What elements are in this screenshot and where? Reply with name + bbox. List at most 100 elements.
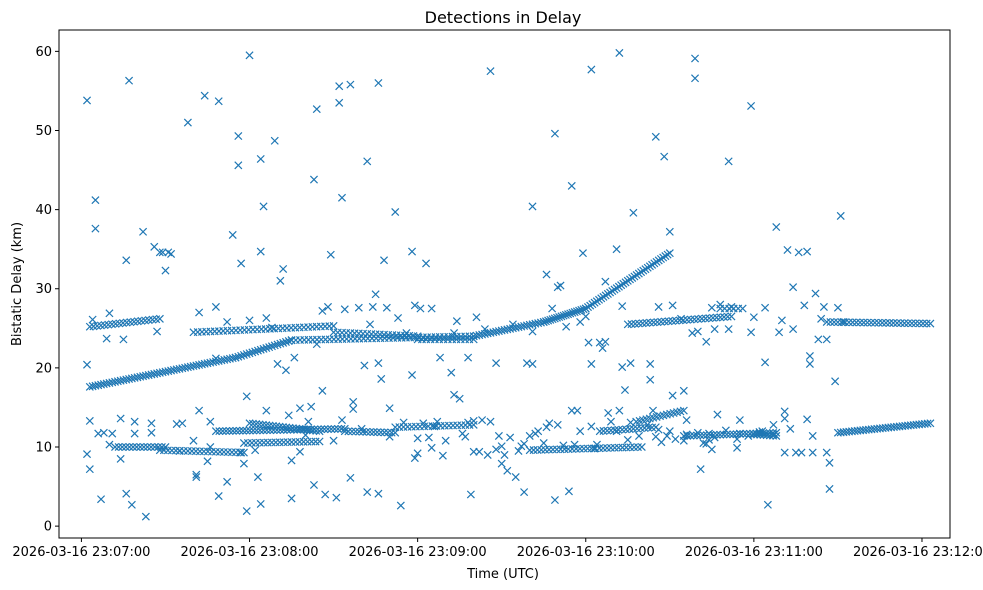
- detection-point: [722, 430, 731, 439]
- detection-point: [200, 91, 209, 100]
- detection-point: [900, 319, 909, 328]
- detection-point: [307, 402, 316, 411]
- detection-point: [732, 430, 741, 439]
- detection-point: [817, 314, 826, 323]
- detection-point: [646, 359, 655, 368]
- detection-point: [696, 465, 705, 474]
- detection-point: [811, 289, 820, 298]
- detection-point: [258, 420, 267, 429]
- detection-point: [629, 208, 638, 217]
- detection-point: [374, 489, 383, 498]
- detection-point: [380, 428, 389, 437]
- detection-point: [267, 342, 276, 351]
- detection-point: [344, 427, 353, 436]
- detection-point: [245, 349, 254, 358]
- detection-point: [911, 319, 920, 328]
- detection-point: [272, 422, 281, 431]
- detection-point: [461, 432, 470, 441]
- detection-point: [555, 313, 564, 322]
- detection-point: [805, 359, 814, 368]
- detection-point: [926, 419, 935, 428]
- detection-point: [222, 426, 231, 436]
- detection-point: [803, 247, 812, 256]
- detection-point: [775, 328, 784, 337]
- detection-point: [332, 493, 341, 502]
- detection-point: [699, 439, 708, 448]
- detection-point: [206, 417, 215, 426]
- detection-point: [539, 317, 548, 327]
- detection-point: [455, 394, 464, 403]
- detection-point: [450, 390, 459, 399]
- detection-point: [228, 426, 237, 435]
- detection-point: [544, 316, 553, 325]
- detection-point: [284, 337, 293, 346]
- detection-point: [651, 132, 660, 141]
- detection-point: [436, 353, 445, 362]
- detection-point: [346, 473, 355, 482]
- detection-point: [416, 304, 425, 313]
- detection-point: [281, 366, 290, 375]
- detection-point: [634, 431, 644, 440]
- detection-point: [153, 327, 162, 336]
- detection-point: [598, 344, 607, 353]
- detection-point: [130, 429, 139, 438]
- detection-point: [383, 428, 393, 437]
- detection-point: [253, 473, 262, 482]
- x-tick-label: 2026-03-16 23:08:00: [180, 545, 318, 560]
- detection-point: [427, 304, 436, 313]
- detection-point: [195, 308, 204, 317]
- detection-point: [606, 417, 615, 426]
- detection-point: [492, 445, 501, 454]
- detection-point: [713, 410, 722, 419]
- detection-point: [545, 419, 554, 428]
- detection-point: [285, 423, 294, 432]
- detection-point: [548, 315, 557, 324]
- detection-point: [99, 428, 108, 437]
- detection-point: [323, 302, 333, 311]
- detection-point: [536, 318, 545, 327]
- detection-point: [562, 322, 571, 331]
- detection-point: [211, 427, 220, 436]
- detection-point: [295, 424, 304, 433]
- detection-point: [615, 406, 624, 415]
- detection-point: [761, 303, 770, 312]
- detection-point: [251, 446, 260, 455]
- detection-point: [214, 97, 223, 106]
- detection-point: [772, 431, 781, 440]
- detection-point: [330, 424, 339, 434]
- detection-point: [365, 427, 375, 436]
- detection-point: [648, 406, 658, 415]
- detection-point: [478, 416, 487, 425]
- detection-point: [889, 318, 898, 328]
- y-tick-label: 30: [35, 282, 52, 297]
- detection-point: [520, 488, 529, 497]
- detection-point: [256, 499, 265, 508]
- detection-point: [239, 448, 248, 457]
- detection-point: [668, 301, 677, 310]
- detection-point: [584, 338, 593, 347]
- x-tick-label: 2026-03-16 23:10:00: [517, 545, 655, 560]
- detection-point: [147, 442, 156, 452]
- detection-point: [371, 290, 380, 299]
- detection-point: [223, 477, 232, 486]
- detection-point: [214, 492, 223, 501]
- detection-point: [528, 202, 537, 211]
- detection-point: [360, 361, 369, 370]
- detection-point: [808, 431, 817, 440]
- detection-point: [262, 343, 271, 353]
- detection-point: [346, 80, 355, 89]
- detection-point: [441, 436, 450, 445]
- detection-point: [841, 318, 850, 327]
- detection-point: [763, 500, 772, 509]
- detection-point: [111, 442, 120, 452]
- detection-point: [542, 423, 551, 432]
- detection-point: [738, 304, 747, 313]
- detection-point: [275, 422, 284, 431]
- data-markers: [82, 48, 935, 521]
- detection-point: [413, 434, 422, 443]
- detection-point: [469, 335, 478, 344]
- detection-point: [382, 303, 391, 312]
- detection-point: [228, 230, 237, 239]
- detection-point: [211, 302, 220, 311]
- detection-point: [262, 406, 271, 415]
